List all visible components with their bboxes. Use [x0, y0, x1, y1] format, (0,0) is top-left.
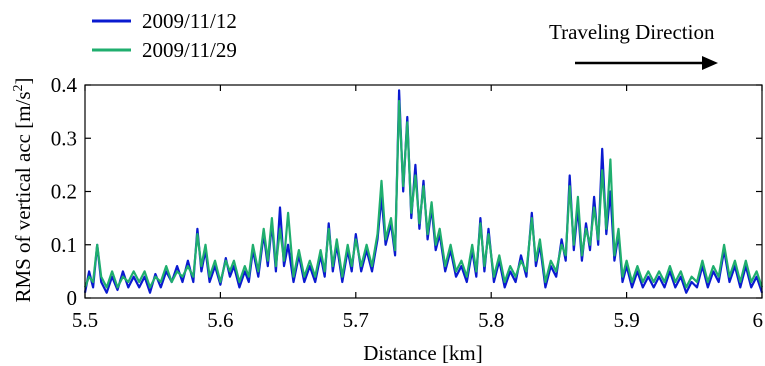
legend-label-2009-11-12: 2009/11/12	[142, 9, 237, 33]
y-axis-label-superscript: 2	[11, 84, 26, 91]
series-line-2009-11-29	[83, 99, 764, 289]
x-tick-label: 5.8	[478, 308, 504, 332]
y-axis-label-main: RMS of vertical acc [m/s	[11, 91, 35, 302]
y-axis-label: RMS of vertical acc [m/s2]	[11, 77, 35, 302]
y-tick-label: 0.2	[51, 180, 77, 204]
y-axis: 0 0.1 0.2 0.3 0.4	[51, 73, 762, 310]
x-tick-label: 5.5	[72, 308, 98, 332]
y-tick-label: 0	[67, 286, 78, 310]
y-tick-label: 0.4	[51, 73, 78, 97]
series-layer	[83, 89, 764, 294]
legend: 2009/11/12 2009/11/29	[92, 9, 237, 62]
y-tick-label: 0.1	[51, 233, 77, 257]
x-axis: 5.5 5.6 5.7 5.8 5.9 6	[72, 85, 763, 332]
x-tick-label: 6	[753, 308, 764, 332]
x-tick-label: 5.6	[207, 308, 233, 332]
traveling-direction-arrow	[575, 56, 718, 70]
legend-label-2009-11-29: 2009/11/29	[142, 38, 237, 62]
y-tick-label: 0.3	[51, 126, 77, 150]
x-axis-label: Distance [km]	[363, 341, 483, 365]
y-axis-label-close: ]	[11, 77, 35, 84]
x-tick-label: 5.7	[343, 308, 369, 332]
traveling-direction-label: Traveling Direction	[549, 20, 715, 44]
x-tick-label: 5.9	[613, 308, 639, 332]
